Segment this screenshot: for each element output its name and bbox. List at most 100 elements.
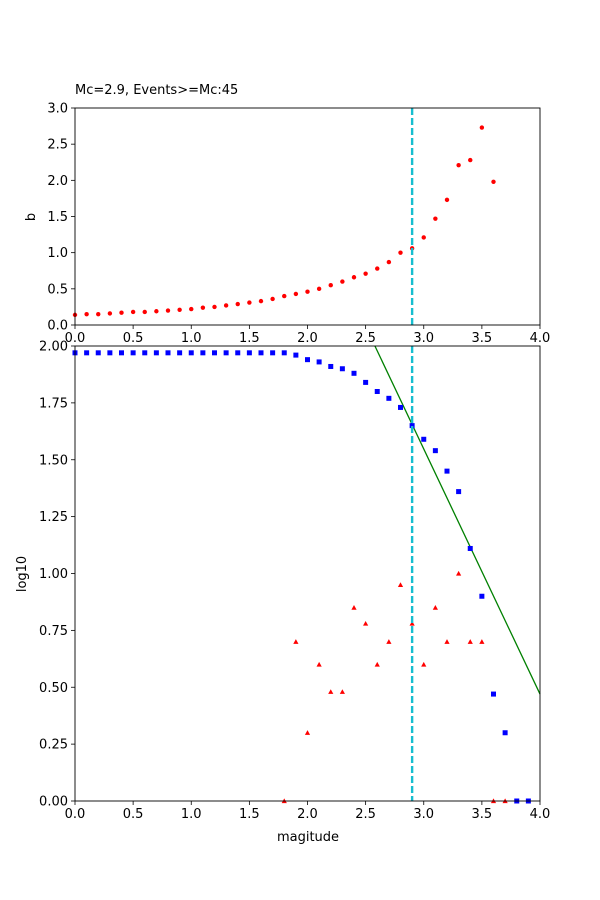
data-point	[374, 661, 380, 667]
data-point	[386, 639, 392, 644]
x-tick-label: 3.5	[472, 331, 493, 346]
data-point	[421, 436, 427, 442]
data-point	[165, 308, 171, 313]
top-plot-content: 0.0 0.5 1.0 1.5 2.0 2.5 3.0 3.5 4.0 0.0 0.5 1.0 1.5 2…	[47, 102, 550, 347]
data-point	[200, 305, 206, 310]
data-point	[247, 300, 252, 305]
data-point	[328, 363, 334, 369]
data-point	[130, 350, 136, 356]
y-tick-label: 0.0	[47, 319, 68, 334]
data-point	[456, 570, 462, 576]
y-axis-label: b	[24, 213, 39, 221]
data-point	[212, 304, 217, 310]
x-tick-label: 4.0	[530, 331, 551, 346]
data-point	[502, 730, 508, 736]
data-point	[432, 448, 438, 454]
data-point	[363, 379, 369, 385]
y-tick-label: 0.75	[39, 624, 68, 639]
data-point	[282, 293, 287, 299]
data-point	[468, 157, 473, 163]
data-point	[95, 350, 101, 356]
data-point	[177, 350, 183, 356]
x-tick-label: 0.5	[123, 807, 144, 822]
x-tick-label: 1.5	[239, 807, 260, 822]
data-point	[316, 359, 322, 365]
x-tick-label: 1.5	[239, 331, 260, 346]
y-tick-label: 1.50	[39, 453, 68, 468]
data-point	[84, 350, 90, 356]
data-point	[479, 593, 485, 599]
data-point	[444, 468, 450, 474]
x-tick-label: 0.5	[123, 331, 144, 346]
data-point	[467, 639, 473, 644]
y-tick-label: 0.25	[39, 738, 68, 753]
data-point	[328, 283, 333, 288]
data-point	[479, 639, 485, 644]
data-point	[142, 350, 148, 356]
data-point	[444, 197, 450, 203]
fit-line	[374, 345, 541, 695]
y-tick-label: 1.25	[39, 510, 68, 525]
data-point	[119, 310, 124, 315]
data-point	[107, 350, 113, 356]
data-point	[456, 489, 462, 495]
x-tick-label: 3.5	[472, 807, 493, 822]
data-point	[305, 357, 310, 363]
data-point	[96, 311, 101, 317]
data-point	[467, 545, 473, 551]
y-tick-label: 3.0	[47, 102, 68, 117]
data-point	[177, 307, 182, 313]
data-point	[258, 350, 264, 356]
data-point	[386, 259, 392, 265]
plot-area	[75, 346, 540, 801]
data-point	[374, 389, 380, 394]
data-point	[340, 279, 345, 284]
data-point	[200, 350, 206, 356]
data-point	[84, 311, 89, 317]
data-point	[409, 620, 415, 626]
data-point	[328, 689, 334, 694]
data-point	[339, 366, 345, 372]
data-point	[421, 661, 427, 667]
axes-frame	[74, 345, 541, 802]
y-tick-label: 2.00	[39, 340, 68, 355]
y-tick-label: 1.75	[39, 396, 68, 411]
y-axis-label: log10	[15, 556, 30, 592]
data-point	[130, 309, 136, 315]
data-point	[246, 350, 252, 356]
y-tick-label: 0.00	[39, 795, 68, 810]
data-point	[189, 306, 194, 312]
data-point	[363, 271, 368, 276]
x-tick-label: 2.5	[355, 807, 376, 822]
y-tick-label: 0.5	[47, 282, 68, 297]
data-point	[107, 311, 113, 316]
axes-frame	[74, 107, 541, 326]
data-point	[351, 275, 357, 280]
data-point	[212, 350, 217, 356]
data-point	[316, 661, 322, 667]
x-tick-label: 0.0	[65, 807, 86, 822]
data-point	[433, 216, 438, 221]
x-tick-label: 2.0	[297, 807, 318, 822]
data-point	[409, 423, 415, 429]
data-point	[386, 395, 392, 401]
data-point	[235, 301, 240, 307]
bottom-plot-content: 0.0 0.5 1.0 1.5 2.0 2.5 3.0 3.5 4.0 0.00 0.25 0.50 0…	[39, 340, 550, 823]
data-point	[281, 350, 287, 356]
data-point	[304, 730, 311, 735]
x-tick-label: 2.5	[355, 331, 376, 346]
x-tick-label: 0.0	[65, 331, 86, 346]
y-tick-label: 1.5	[47, 210, 68, 225]
data-point	[153, 350, 159, 356]
data-point	[154, 309, 159, 314]
x-tick-label: 2.0	[297, 331, 318, 346]
data-point	[142, 309, 147, 315]
x-tick-label: 1.0	[181, 331, 202, 346]
y-tick-label: 1.0	[47, 246, 68, 261]
y-tick-label: 1.00	[39, 567, 68, 582]
data-point	[119, 350, 124, 356]
data-point	[165, 350, 171, 356]
data-point	[444, 639, 450, 644]
data-point	[421, 235, 426, 240]
